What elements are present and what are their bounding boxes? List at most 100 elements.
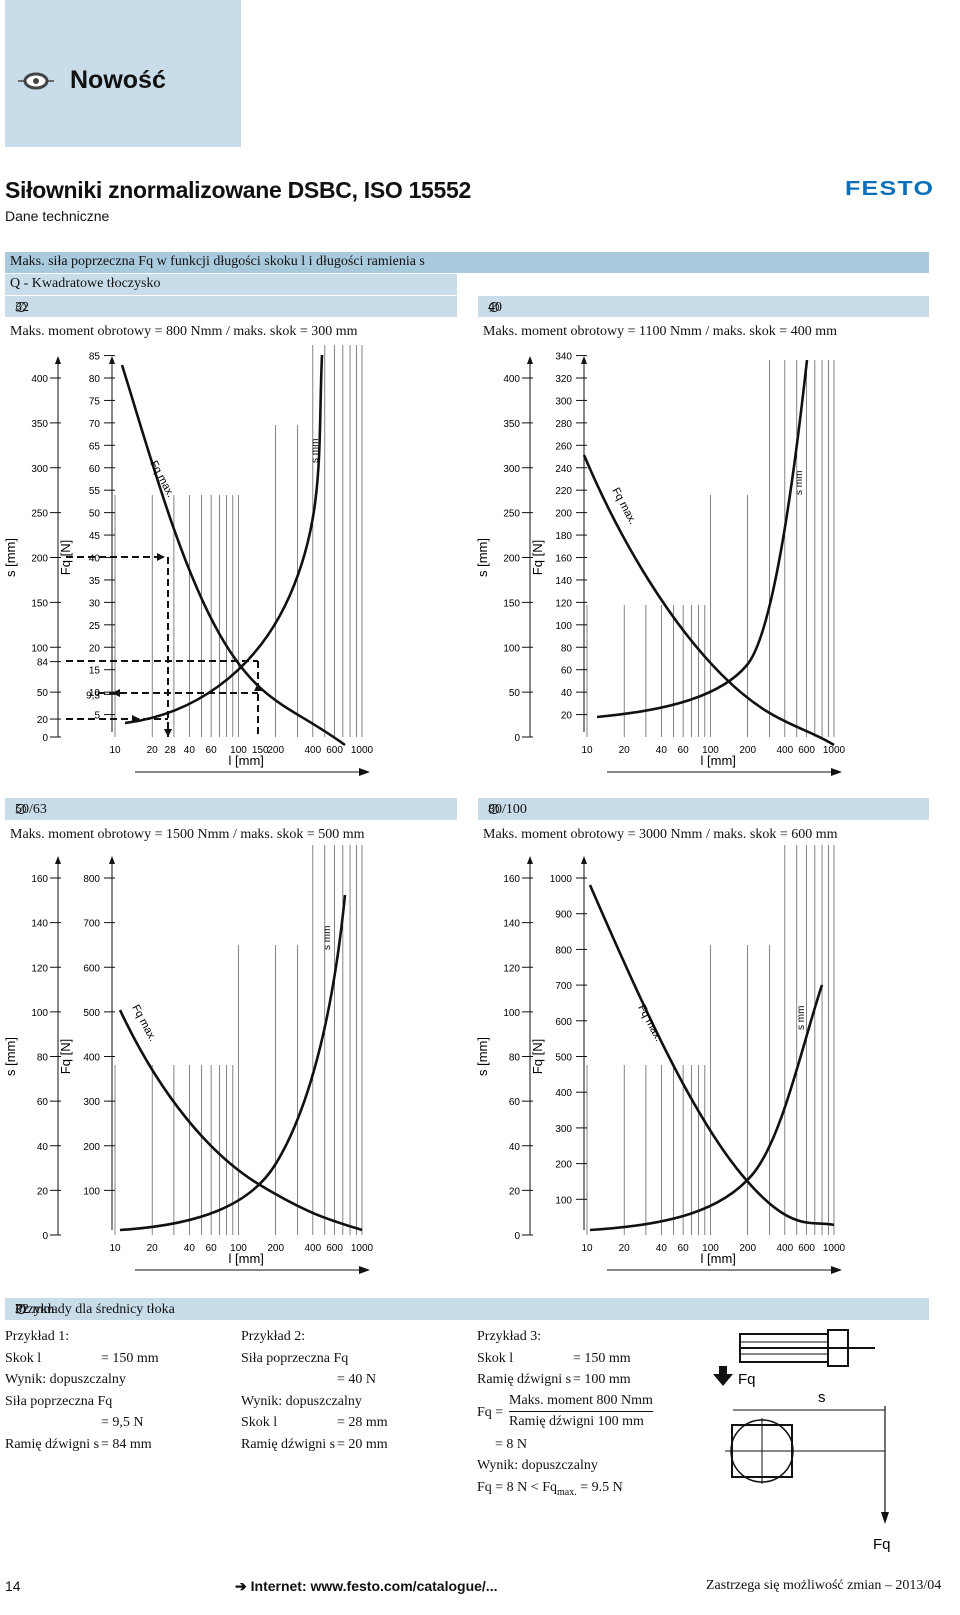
l-tick-label: 400 xyxy=(777,1243,794,1254)
page-subtitle: Dane techniczne xyxy=(5,208,110,224)
footer-link-text: Internet: www.festo.com/catalogue/... xyxy=(250,1578,498,1594)
s-mm-label: s mm xyxy=(310,439,321,463)
diameter-label: 80/100 xyxy=(488,802,527,817)
l-tick-label: 100 xyxy=(702,1243,719,1254)
l-axis-title: l [mm] xyxy=(229,753,264,768)
fq-tick-label: 15 xyxy=(89,666,101,677)
force-arrow-icon xyxy=(713,1366,733,1386)
s-tick-label: 250 xyxy=(503,509,520,520)
fq-tick-label: 1000 xyxy=(550,874,573,885)
l-tick-label: 1000 xyxy=(351,1243,374,1254)
example-2-title: Przykład 2: xyxy=(241,1329,306,1344)
axis-arrow-icon xyxy=(55,856,61,864)
s-tick-label: 200 xyxy=(31,554,48,565)
l-tick-label: 600 xyxy=(798,745,815,756)
l-tick-label: 400 xyxy=(305,1243,322,1254)
s-tick-label: 150 xyxy=(31,598,48,609)
s-tick-label: 100 xyxy=(503,1008,520,1019)
diameter-band-80-100: ∅ 80/100 xyxy=(478,798,929,820)
s-tick-label: 20 xyxy=(37,715,49,726)
l-tick-label: 1000 xyxy=(823,745,846,756)
fq-tick-label: 320 xyxy=(555,374,572,385)
fq-tick-label: 200 xyxy=(83,1142,100,1153)
example-1-arm-label: Ramię dźwigni s xyxy=(5,1436,100,1452)
l-tick-label: 28 xyxy=(165,745,177,756)
diameter-icon: ∅ xyxy=(488,300,501,316)
s-tick-label: 60 xyxy=(37,1097,49,1108)
s-tick-label: 120 xyxy=(503,963,520,974)
fq-tick-label: 200 xyxy=(555,509,572,520)
l-tick-label: 10 xyxy=(581,745,593,756)
s-tick-label: 120 xyxy=(31,963,48,974)
s-tick-label: 40 xyxy=(509,1142,521,1153)
s-tick-label: 0 xyxy=(514,1231,520,1242)
l-tick-label: 40 xyxy=(184,1243,196,1254)
example-2-arm-value: = 20 mm xyxy=(337,1436,388,1452)
example-arrow-icon xyxy=(254,683,262,691)
examples-band-value: 32 mm xyxy=(15,1302,55,1317)
arrow-right-icon: ➔ xyxy=(235,1578,251,1594)
s-axis-title: s [mm] xyxy=(475,1037,490,1076)
fq-max-curve xyxy=(588,884,835,1227)
fq-tick-label: 75 xyxy=(89,396,101,407)
chart-diameter-32: 4003503002502001501008450200858075706560… xyxy=(3,345,374,776)
example-1-arm-value: = 84 mm xyxy=(101,1436,152,1452)
s-tick-label: 20 xyxy=(509,1186,521,1197)
example-3: Przykład 3: Skok l = 150 mm Ramię dźwigni… xyxy=(477,1326,707,1498)
example-3-stroke-value: = 150 mm xyxy=(573,1350,631,1366)
l-tick-label: 60 xyxy=(678,745,690,756)
l-tick-label: 10 xyxy=(109,745,121,756)
s-tick-label: 160 xyxy=(31,874,48,885)
example-1-force-label: Siła poprzeczna Fq xyxy=(5,1393,113,1409)
l-tick-label: 600 xyxy=(326,745,343,756)
axis-arrow-icon xyxy=(109,856,115,864)
fq-tick-label: 100 xyxy=(555,621,572,632)
festo-logo: FESTO xyxy=(845,178,935,200)
fq-axis-title: Fq [N] xyxy=(58,540,73,575)
fq-max-curve xyxy=(118,1009,363,1232)
cylinder-diagram: Fq s Fq xyxy=(713,1329,891,1553)
example-3-arm-value: = 100 mm xyxy=(573,1372,631,1387)
example-3-comparison-sub: max. xyxy=(556,1486,577,1498)
example-3-result-value: = 8 N xyxy=(495,1436,528,1452)
l-tick-label: 20 xyxy=(619,745,631,756)
fq-tick-label: 35 xyxy=(89,576,101,587)
example-2-stroke-label: Skok l xyxy=(241,1415,278,1430)
section-title-band: Maks. siła poprzeczna Fq w funkcji długo… xyxy=(5,252,929,273)
s-tick-label: 40 xyxy=(37,1142,49,1153)
fq-tick-label: 700 xyxy=(555,981,572,992)
example-2: Przykład 2: Siła poprzeczna Fq = 40 N Wy… xyxy=(241,1326,466,1455)
example-1-result: Wynik: dopuszczalny xyxy=(5,1372,126,1387)
fq-tick-label: 80 xyxy=(561,643,573,654)
section-subtitle: Q - Kwadratowe tłoczysko xyxy=(10,276,161,291)
example-2-force-label: Siła poprzeczna Fq xyxy=(241,1350,349,1366)
fq-max-curve xyxy=(120,364,346,747)
s-tick-label: 60 xyxy=(509,1097,521,1108)
diameter-icon: ∅ xyxy=(15,300,28,316)
fq-tick-label: 70 xyxy=(89,419,101,430)
s-tick-label: 350 xyxy=(31,419,48,430)
axis-arrow-icon xyxy=(527,856,533,864)
s-tick-label: 84 xyxy=(37,658,49,669)
fq-tick-label: 60 xyxy=(561,666,573,677)
s-tick-label: 0 xyxy=(42,1231,48,1242)
diameter-label: 32 xyxy=(15,300,29,315)
fq-tick-label: 80 xyxy=(89,374,101,385)
diameter-band-50-63: ∅ 50/63 xyxy=(5,798,457,820)
l-tick-label: 400 xyxy=(305,745,322,756)
l-tick-label: 20 xyxy=(147,745,159,756)
fq-tick-label: 140 xyxy=(555,576,572,587)
axis-arrow-icon xyxy=(831,1266,842,1274)
s-tick-label: 160 xyxy=(503,874,520,885)
s-tick-label: 250 xyxy=(31,509,48,520)
l-tick-label: 200 xyxy=(739,1243,756,1254)
footer-link[interactable]: ➔ Internet: www.festo.com/catalogue/... xyxy=(235,1578,497,1595)
s-curve xyxy=(119,894,347,1232)
example-2-result: Wynik: dopuszczalny xyxy=(241,1393,362,1409)
s-tick-label: 50 xyxy=(37,688,49,699)
example-arrow-icon xyxy=(112,689,120,697)
l-axis-title: l [mm] xyxy=(701,1251,736,1266)
example-2-arm-label: Ramię dźwigni s xyxy=(241,1436,336,1452)
axis-arrow-icon xyxy=(581,856,587,864)
l-tick-label: 10 xyxy=(109,1243,121,1254)
